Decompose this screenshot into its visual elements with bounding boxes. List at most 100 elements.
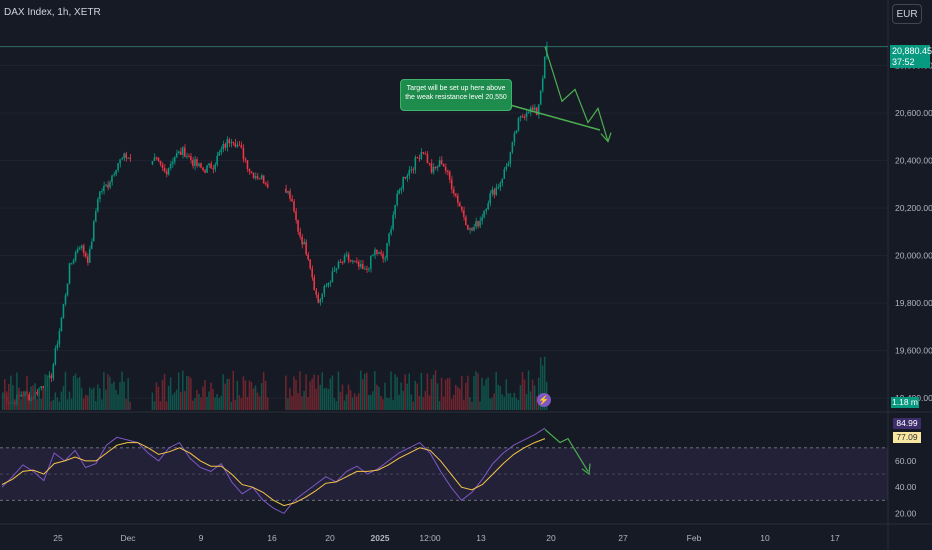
volume-bar bbox=[192, 400, 194, 410]
volume-bar bbox=[380, 396, 382, 410]
candle-body bbox=[56, 344, 59, 349]
candle-body bbox=[125, 153, 127, 159]
candle-body bbox=[95, 210, 97, 222]
candle-body bbox=[103, 185, 105, 192]
candle-body bbox=[119, 159, 121, 164]
candle-body bbox=[509, 152, 512, 164]
volume-bar bbox=[370, 394, 372, 410]
volume-bar bbox=[416, 383, 419, 410]
annotation-note[interactable]: Target will be set up here above the wea… bbox=[400, 79, 512, 111]
candle-body bbox=[297, 220, 299, 232]
volume-bar bbox=[194, 398, 196, 410]
volume-bar bbox=[184, 390, 186, 410]
candle-body bbox=[469, 228, 471, 230]
candle-body bbox=[62, 304, 65, 318]
candle-body bbox=[234, 143, 237, 147]
volume-bar bbox=[72, 375, 75, 410]
volume-bar bbox=[329, 378, 332, 410]
candle-body bbox=[224, 144, 226, 148]
volume-bar bbox=[204, 380, 206, 410]
candle-body bbox=[473, 226, 475, 231]
volume-bar bbox=[12, 385, 14, 410]
candle-body bbox=[206, 165, 208, 173]
volume-bar bbox=[382, 399, 384, 410]
volume-bar bbox=[483, 385, 485, 410]
chart-title: DAX Index, 1h, XETR bbox=[4, 7, 101, 18]
volume-bar bbox=[444, 379, 447, 410]
candle-body bbox=[519, 116, 522, 118]
volume-bar bbox=[200, 397, 202, 410]
volume-bar bbox=[246, 396, 249, 410]
volume-bar bbox=[412, 401, 415, 410]
currency-button[interactable]: EUR bbox=[892, 4, 922, 24]
volume-bar bbox=[181, 370, 184, 410]
volume-bar bbox=[36, 399, 38, 410]
candle-body bbox=[501, 178, 504, 183]
rsi-ma-value-tag: 77.09 bbox=[893, 432, 921, 443]
candle-body bbox=[527, 112, 530, 114]
volume-bar bbox=[463, 399, 465, 410]
candle-body bbox=[264, 183, 267, 185]
candle-body bbox=[412, 169, 415, 171]
volume-bar bbox=[355, 396, 358, 410]
price-tick-label: 19,800.00 bbox=[895, 298, 932, 308]
candle-body bbox=[537, 104, 540, 115]
volume-bar bbox=[347, 384, 350, 410]
candle-body bbox=[442, 163, 445, 167]
time-tick-label: 27 bbox=[618, 533, 628, 543]
volume-bar bbox=[111, 383, 113, 410]
candle-body bbox=[291, 198, 293, 202]
candle-body bbox=[408, 169, 410, 176]
volume-bar bbox=[438, 401, 441, 410]
candle-body bbox=[497, 187, 499, 189]
candle-body bbox=[202, 167, 204, 171]
volume-bar bbox=[175, 389, 178, 410]
volume-bar bbox=[188, 376, 190, 410]
price-tick-label: 20,400.00 bbox=[895, 156, 932, 166]
lightning-icon[interactable]: ⚡ bbox=[537, 393, 551, 407]
candle-body bbox=[196, 159, 198, 166]
candle-body bbox=[250, 171, 253, 173]
candle-body bbox=[311, 268, 313, 278]
volume-bar bbox=[117, 394, 119, 410]
candle-body bbox=[422, 152, 425, 154]
volume-bar bbox=[232, 370, 235, 410]
candle-body bbox=[446, 171, 449, 173]
volume-bar bbox=[38, 387, 40, 410]
candle-body bbox=[169, 164, 172, 168]
rsi-line bbox=[1, 427, 546, 515]
candle-body bbox=[226, 139, 228, 148]
volume-bar bbox=[24, 390, 26, 410]
candle-body bbox=[230, 141, 233, 144]
rsi-projection-arrowhead bbox=[581, 463, 591, 476]
candle-body bbox=[351, 260, 354, 262]
volume-bar bbox=[309, 381, 311, 410]
candle-body bbox=[428, 163, 431, 165]
candle-body bbox=[430, 163, 433, 173]
volume-bar bbox=[513, 392, 516, 410]
volume-bar bbox=[414, 380, 417, 410]
candle-body bbox=[372, 255, 374, 257]
candle-body bbox=[444, 166, 447, 172]
candle-body bbox=[505, 166, 508, 170]
volume-bar bbox=[218, 398, 220, 410]
candle-body bbox=[66, 283, 69, 296]
candle-body bbox=[194, 159, 196, 166]
volume-bar bbox=[90, 389, 93, 410]
volume-bar bbox=[295, 379, 297, 410]
candle-body bbox=[471, 228, 473, 231]
candle-body bbox=[179, 151, 182, 156]
volume-bar bbox=[4, 379, 6, 410]
candle-body bbox=[220, 149, 222, 153]
volume-bar bbox=[264, 380, 267, 410]
candle-body bbox=[487, 203, 489, 210]
projection-line bbox=[544, 46, 609, 142]
volume-bar bbox=[44, 374, 46, 410]
volume-bar bbox=[335, 401, 338, 410]
volume-bar bbox=[119, 382, 121, 410]
time-tick-label: 10 bbox=[760, 533, 770, 543]
candle-body bbox=[398, 190, 400, 194]
candle-body bbox=[58, 331, 61, 345]
volume-bar bbox=[10, 375, 12, 410]
